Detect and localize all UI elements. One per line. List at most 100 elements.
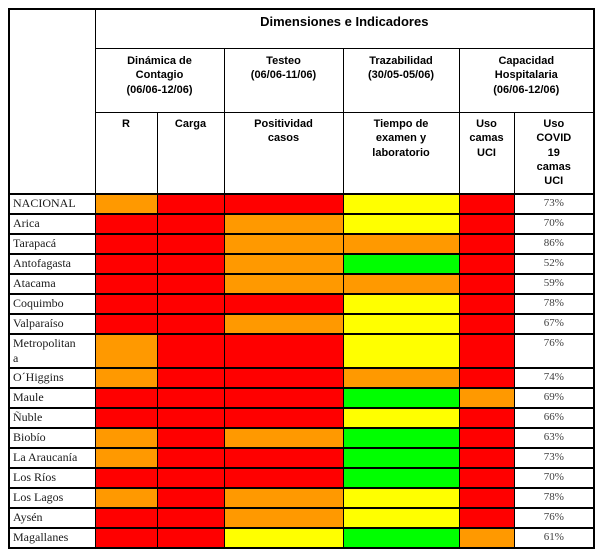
indicator-cell-r <box>94 387 158 409</box>
table-row: Antofagasta 52% <box>8 253 595 275</box>
region-label: Ñuble <box>8 407 96 429</box>
indicator-cell-carga <box>156 253 225 275</box>
indicator-cell-r <box>94 333 158 369</box>
column-header-uso-camas-uci: Uso camas UCI <box>458 112 515 195</box>
indicator-cell-tiempo-examen-laboratorio <box>342 387 460 409</box>
indicator-cell-positividad-casos <box>223 193 344 215</box>
uso-covid-uci-percent: 78% <box>513 487 595 509</box>
corner-blank-cell <box>8 8 96 195</box>
table-row: Magallanes 61% <box>8 527 595 549</box>
region-label: Biobío <box>8 427 96 449</box>
indicator-cell-carga <box>156 293 225 315</box>
indicator-cell-uso-camas-uci <box>458 407 515 429</box>
region-label: Aysén <box>8 507 96 529</box>
indicator-cell-carga <box>156 213 225 235</box>
indicator-cell-r <box>94 427 158 449</box>
indicator-cell-r <box>94 507 158 529</box>
indicator-cell-positividad-casos <box>223 387 344 409</box>
indicator-cell-tiempo-examen-laboratorio <box>342 233 460 255</box>
indicator-cell-uso-camas-uci <box>458 233 515 255</box>
region-label: Antofagasta <box>8 253 96 275</box>
indicator-cell-tiempo-examen-laboratorio <box>342 427 460 449</box>
indicator-cell-positividad-casos <box>223 487 344 509</box>
indicator-cell-positividad-casos <box>223 527 344 549</box>
indicator-cell-positividad-casos <box>223 313 344 335</box>
column-header-positividad-casos: Positividad casos <box>223 112 344 195</box>
indicator-cell-r <box>94 407 158 429</box>
indicator-cell-tiempo-examen-laboratorio <box>342 467 460 489</box>
indicator-cell-carga <box>156 507 225 529</box>
uso-covid-uci-percent: 74% <box>513 367 595 389</box>
group-header-row: Dinámica de Contagio (06/06-12/06) Teste… <box>9 48 595 113</box>
indicator-cell-uso-camas-uci <box>458 367 515 389</box>
uso-covid-uci-percent: 63% <box>513 427 595 449</box>
indicator-cell-uso-camas-uci <box>458 313 515 335</box>
indicator-cell-r <box>94 213 158 235</box>
column-header-row: R Carga Positividad casos Tiempo de exam… <box>9 112 595 195</box>
indicator-cell-tiempo-examen-laboratorio <box>342 253 460 275</box>
indicator-cell-carga <box>156 233 225 255</box>
indicator-cell-r <box>94 253 158 275</box>
indicator-cell-carga <box>156 333 225 369</box>
indicator-cell-tiempo-examen-laboratorio <box>342 487 460 509</box>
indicator-cell-uso-camas-uci <box>458 467 515 489</box>
indicator-cell-uso-camas-uci <box>458 427 515 449</box>
table-row: Maule 69% <box>8 387 595 409</box>
indicator-cell-r <box>94 293 158 315</box>
table-row: Atacama 59% <box>8 273 595 295</box>
indicator-cell-tiempo-examen-laboratorio <box>342 293 460 315</box>
indicator-cell-carga <box>156 427 225 449</box>
uso-covid-uci-percent: 67% <box>513 313 595 335</box>
uso-covid-uci-percent: 76% <box>513 333 595 369</box>
table-row: Tarapacá 86% <box>8 233 595 255</box>
indicator-cell-positividad-casos <box>223 507 344 529</box>
uso-covid-uci-percent: 70% <box>513 213 595 235</box>
indicator-cell-carga <box>156 407 225 429</box>
indicator-cell-carga <box>156 273 225 295</box>
table-row: Los Ríos 70% <box>8 467 595 489</box>
table-row: O´Higgins 74% <box>8 367 595 389</box>
group-header-dinamica-contagio: Dinámica de Contagio (06/06-12/06) <box>94 48 225 113</box>
region-label: Coquimbo <box>8 293 96 315</box>
region-label: Maule <box>8 387 96 409</box>
indicator-cell-carga <box>156 487 225 509</box>
indicator-cell-uso-camas-uci <box>458 387 515 409</box>
column-header-r: R <box>94 112 158 195</box>
indicator-cell-positividad-casos <box>223 213 344 235</box>
table-row: Arica 70% <box>8 213 595 235</box>
region-label: Valparaíso <box>8 313 96 335</box>
indicator-cell-positividad-casos <box>223 407 344 429</box>
indicator-cell-r <box>94 313 158 335</box>
table-row: Los Lagos 78% <box>8 487 595 509</box>
indicator-cell-tiempo-examen-laboratorio <box>342 407 460 429</box>
group-header-capacidad-hospitalaria: Capacidad Hospitalaria (06/06-12/06) <box>458 48 595 113</box>
title-row: Dimensiones e Indicadores <box>8 8 595 195</box>
indicator-cell-uso-camas-uci <box>458 273 515 295</box>
indicator-cell-tiempo-examen-laboratorio <box>342 273 460 295</box>
table-row: Ñuble 66% <box>8 407 595 429</box>
indicator-cell-r <box>94 193 158 215</box>
indicator-cell-uso-camas-uci <box>458 507 515 529</box>
uso-covid-uci-percent: 86% <box>513 233 595 255</box>
indicator-cell-carga <box>156 367 225 389</box>
indicator-cell-r <box>94 467 158 489</box>
indicator-cell-tiempo-examen-laboratorio <box>342 333 460 369</box>
table-body: NACIONAL 73% Arica 70% Tarapacá 86% Antofagast… <box>8 193 595 549</box>
uso-covid-uci-percent: 76% <box>513 507 595 529</box>
indicator-cell-carga <box>156 387 225 409</box>
indicator-cell-tiempo-examen-laboratorio <box>342 507 460 529</box>
group-header-testeo: Testeo (06/06-11/06) <box>223 48 344 113</box>
uso-covid-uci-percent: 66% <box>513 407 595 429</box>
indicator-cell-r <box>94 273 158 295</box>
column-header-carga: Carga <box>156 112 225 195</box>
indicator-cell-positividad-casos <box>223 447 344 469</box>
region-label: Arica <box>8 213 96 235</box>
group-header-trazabilidad: Trazabilidad (30/05-05/06) <box>342 48 460 113</box>
region-label: Tarapacá <box>8 233 96 255</box>
region-label: NACIONAL <box>8 193 96 215</box>
indicators-table: Dimensiones e Indicadores Dinámica de Co… <box>8 8 596 549</box>
indicator-cell-carga <box>156 313 225 335</box>
table-row: La Araucanía 73% <box>8 447 595 469</box>
indicator-cell-tiempo-examen-laboratorio <box>342 313 460 335</box>
uso-covid-uci-percent: 61% <box>513 527 595 549</box>
